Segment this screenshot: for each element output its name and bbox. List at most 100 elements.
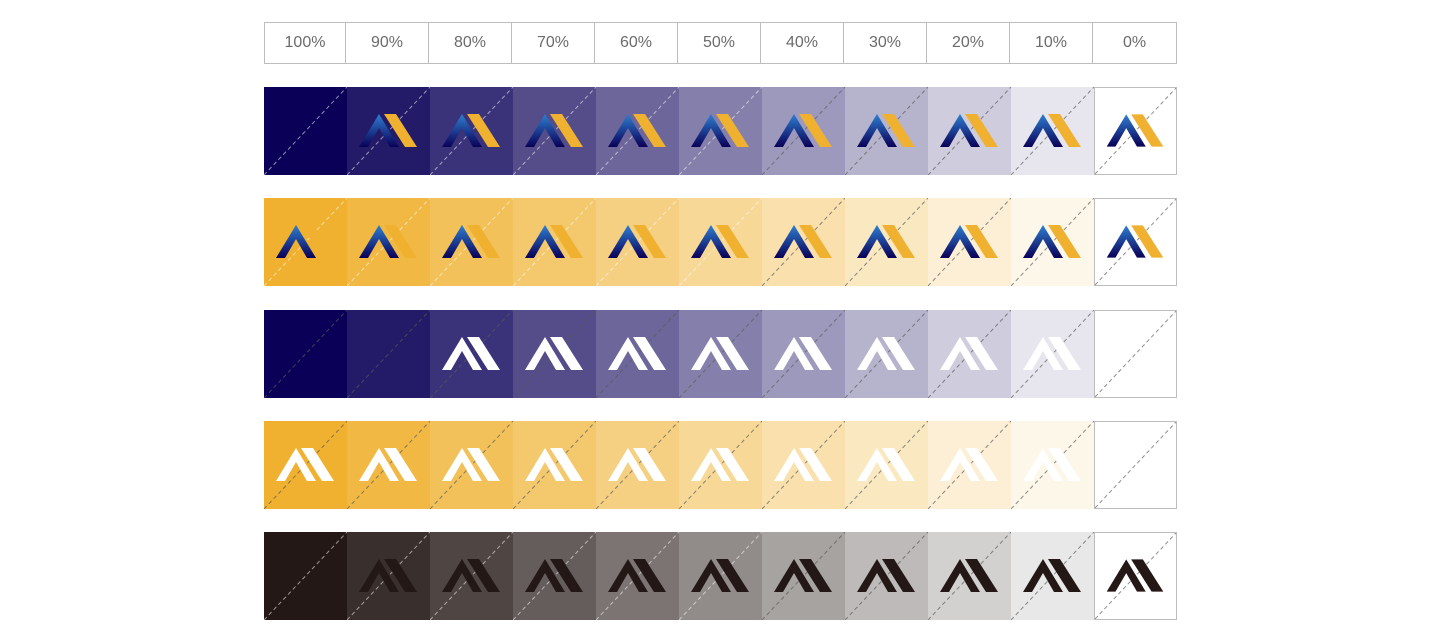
percent-label: 30% xyxy=(844,22,927,64)
logo-right-stroke xyxy=(716,337,749,370)
logo-right-stroke xyxy=(965,114,998,147)
logo-left-peak xyxy=(1106,559,1146,592)
logo-right-stroke xyxy=(467,337,500,370)
swatch-graphic xyxy=(762,198,845,286)
tint-swatch-40 xyxy=(762,310,845,398)
logo-right-stroke xyxy=(633,114,666,147)
diagonal-guide xyxy=(430,310,513,398)
logo-left-peak xyxy=(940,225,980,258)
logo-right-stroke xyxy=(882,559,915,592)
logo-left-peak xyxy=(857,448,897,481)
logo-right-stroke xyxy=(882,337,915,370)
logo-mark xyxy=(608,114,666,147)
logo-mark xyxy=(359,559,417,592)
logo-right-stroke xyxy=(550,448,583,481)
logo-mark xyxy=(1023,448,1081,481)
swatch-graphic xyxy=(1095,199,1176,285)
logo-right-stroke xyxy=(550,114,583,147)
logo-right-stroke xyxy=(467,225,500,258)
diagonal-guide xyxy=(845,310,928,398)
swatch-graphic xyxy=(430,421,513,509)
diagonal-guide xyxy=(513,532,596,620)
logo-mark xyxy=(442,337,500,370)
logo-mark xyxy=(608,337,666,370)
swatch-graphic xyxy=(1011,421,1094,509)
logo-right-stroke xyxy=(467,114,500,147)
logo-right-stroke xyxy=(965,337,998,370)
logo-mark xyxy=(276,448,334,481)
logo-left-peak xyxy=(442,559,482,592)
logo-left-peak xyxy=(525,337,565,370)
logo-mark xyxy=(359,448,417,481)
logo-right-stroke xyxy=(1048,225,1081,258)
percent-label: 0% xyxy=(1093,22,1177,64)
swatch-graphic xyxy=(347,310,430,398)
swatch-graphic xyxy=(596,310,679,398)
logo-left-peak xyxy=(857,337,897,370)
swatch-graphic xyxy=(264,532,347,620)
swatch-graphic xyxy=(513,421,596,509)
logo-left-peak xyxy=(691,114,731,147)
logo-left-peak xyxy=(1023,337,1063,370)
diagonal-guide xyxy=(845,532,928,620)
diagonal-guide xyxy=(928,421,1011,509)
tint-swatch-100 xyxy=(264,310,347,398)
swatch-graphic xyxy=(264,87,347,175)
percent-label: 90% xyxy=(346,22,429,64)
tint-swatch-70 xyxy=(513,198,596,286)
logo-mark xyxy=(1106,559,1164,592)
tint-swatch-100 xyxy=(264,532,347,620)
gold-background-color-logo-row xyxy=(264,198,1177,286)
logo-left-peak xyxy=(276,448,316,481)
logo-left-peak xyxy=(1023,448,1063,481)
swatch-graphic xyxy=(430,532,513,620)
logo-left-peak xyxy=(857,225,897,258)
logo-right-stroke xyxy=(1048,448,1081,481)
swatch-graphic xyxy=(679,532,762,620)
diagonal-guide xyxy=(264,421,347,509)
swatch-graphic xyxy=(347,532,430,620)
diagonal-guide xyxy=(679,87,762,175)
logo-mark xyxy=(691,337,749,370)
diagonal-guide xyxy=(513,421,596,509)
tint-swatch-90 xyxy=(347,310,430,398)
logo-right-stroke xyxy=(301,448,334,481)
logo-left-peak xyxy=(1106,114,1146,147)
logo-mark xyxy=(940,337,998,370)
swatch-graphic xyxy=(845,532,928,620)
tint-swatch-50 xyxy=(679,421,762,509)
logo-right-stroke xyxy=(716,225,749,258)
tint-swatch-30 xyxy=(845,198,928,286)
percent-label: 60% xyxy=(595,22,678,64)
tint-swatch-0 xyxy=(1094,198,1177,286)
logo-left-peak xyxy=(1023,225,1063,258)
logo-mark xyxy=(857,559,915,592)
logo-left-peak xyxy=(940,448,980,481)
swatch-graphic xyxy=(513,310,596,398)
swatch-graphic xyxy=(264,310,347,398)
swatch-graphic xyxy=(1095,422,1176,508)
logo-right-stroke xyxy=(1048,559,1081,592)
logo-mark xyxy=(442,448,500,481)
diagonal-guide xyxy=(1095,533,1176,619)
logo-left-peak xyxy=(608,448,648,481)
swatch-graphic xyxy=(430,310,513,398)
diagonal-guide xyxy=(1011,421,1094,509)
logo-left-peak xyxy=(442,337,482,370)
logo-left-peak xyxy=(774,114,814,147)
tint-swatch-60 xyxy=(596,198,679,286)
logo-left-peak xyxy=(774,448,814,481)
percent-label: 10% xyxy=(1010,22,1093,64)
diagonal-guide xyxy=(1011,87,1094,175)
diagonal-guide xyxy=(264,532,347,620)
swatch-graphic xyxy=(596,421,679,509)
percent-label: 70% xyxy=(512,22,595,64)
logo-left-peak xyxy=(1106,225,1146,258)
swatch-graphic xyxy=(347,421,430,509)
logo-mark xyxy=(691,559,749,592)
logo-left-peak xyxy=(774,225,814,258)
tint-swatch-90 xyxy=(347,532,430,620)
logo-right-stroke xyxy=(1048,114,1081,147)
logo-right-stroke xyxy=(384,559,417,592)
tint-swatch-90 xyxy=(347,198,430,286)
